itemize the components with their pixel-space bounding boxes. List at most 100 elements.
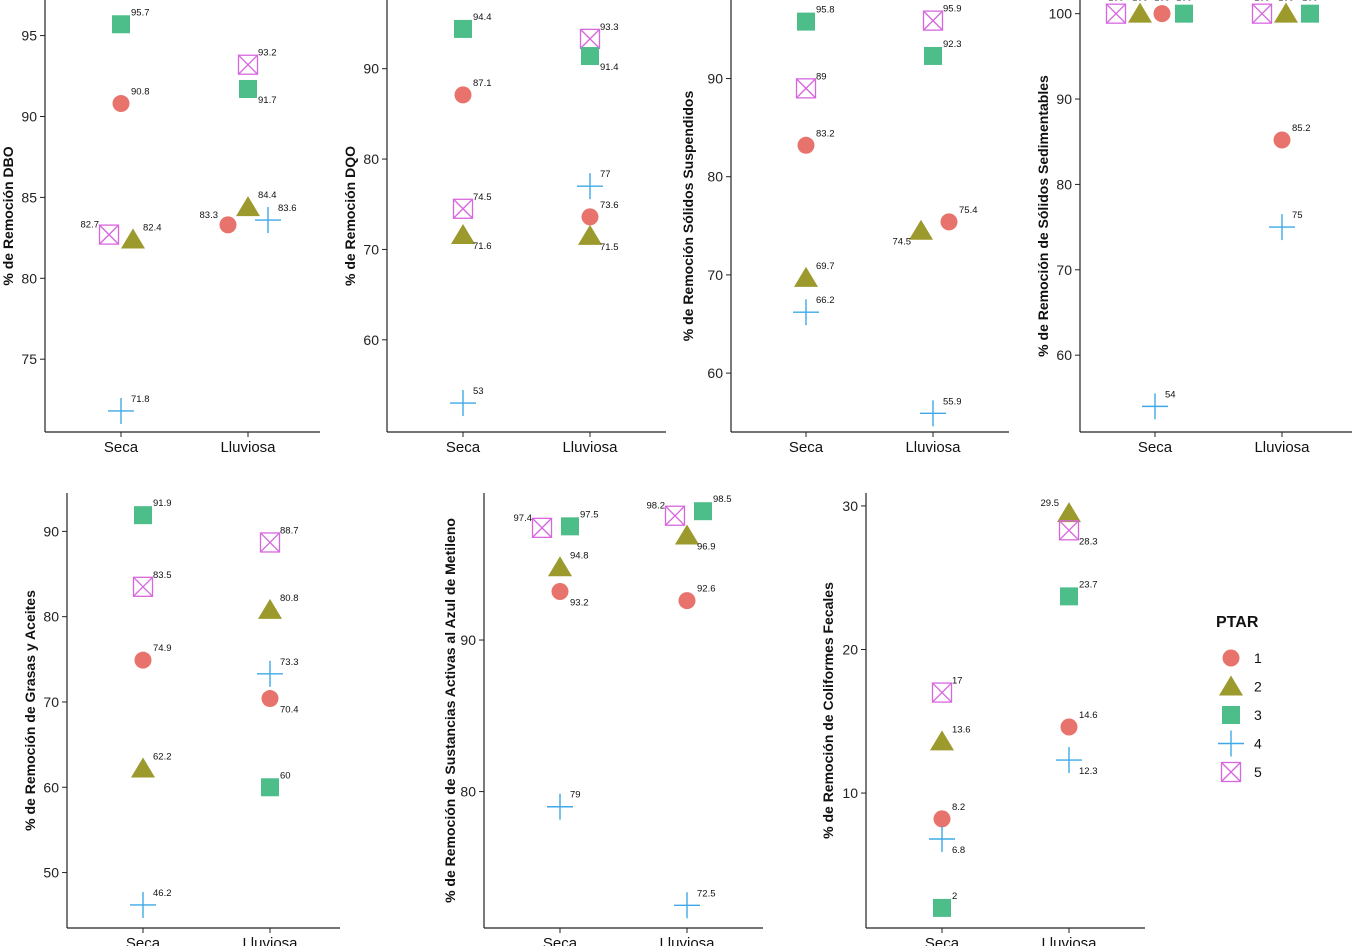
y-axis-title: % de Remoción de Sólidos Sedimentables	[1035, 75, 1051, 357]
data-point-ptar-5	[132, 576, 154, 597]
data-point-ptar-4	[130, 891, 156, 918]
data-label: 71.8	[131, 394, 150, 405]
y-tick-label: 60	[707, 365, 723, 381]
legend-item-5: 5	[1220, 761, 1262, 783]
x-category-label: Lluviosa	[562, 439, 618, 456]
data-label: 79	[570, 790, 581, 801]
legend-key-square	[1222, 706, 1240, 724]
data-label: 83.6	[278, 203, 297, 214]
y-tick-label: 80	[460, 784, 476, 800]
legend-label: 3	[1254, 707, 1262, 723]
y-tick-label: 80	[43, 609, 59, 625]
data-point-ptar-4	[674, 892, 700, 919]
data-label: 83.2	[816, 128, 835, 139]
y-tick-label: 70	[43, 694, 59, 710]
data-label: 100	[1278, 0, 1294, 4]
data-label: 46.2	[153, 888, 172, 899]
y-tick-label: 90	[707, 71, 723, 87]
y-tick-label: 70	[1056, 262, 1072, 278]
data-point-ptar-3	[239, 79, 257, 98]
data-point-ptar-3	[581, 47, 599, 66]
data-point-ptar-4	[450, 390, 476, 417]
data-point-ptar-2	[930, 730, 954, 751]
data-label: 95.7	[131, 7, 150, 18]
data-point-ptar-1	[933, 810, 951, 828]
data-label: 29.5	[1041, 498, 1060, 509]
data-label: 28.3	[1079, 536, 1098, 547]
data-point-ptar-1	[551, 583, 569, 601]
data-point-ptar-5	[922, 10, 944, 31]
data-point-ptar-2	[121, 228, 145, 249]
data-label: 88.7	[280, 525, 299, 536]
y-tick-label: 90	[363, 61, 379, 77]
data-point-ptar-5	[664, 505, 686, 526]
data-label: 91.7	[258, 95, 277, 106]
data-point-ptar-1	[1273, 131, 1291, 149]
data-label: 83.5	[153, 570, 172, 581]
data-label: 91.4	[600, 62, 619, 73]
data-point-ptar-2	[794, 266, 818, 287]
x-category-label: Lluviosa	[659, 935, 715, 946]
data-label: 100	[1302, 0, 1318, 4]
y-tick-label: 80	[363, 151, 379, 167]
data-point-ptar-1	[112, 95, 130, 113]
data-point-ptar-4	[793, 299, 819, 326]
data-label: 87.1	[473, 78, 492, 89]
data-label: 90.8	[131, 87, 150, 98]
data-point-ptar-4	[257, 660, 283, 687]
data-point-ptar-5	[795, 78, 817, 99]
x-category-label: Seca	[446, 439, 481, 456]
data-label: 73.3	[280, 657, 299, 668]
legend-title: PTAR	[1216, 614, 1259, 631]
x-category-label: Lluviosa	[220, 439, 276, 456]
data-point-ptar-1	[678, 592, 696, 610]
legend: PTAR 1 2 3 4 5	[1216, 614, 1262, 783]
x-category-label: Seca	[1138, 439, 1173, 456]
legend-item-1: 1	[1222, 649, 1262, 667]
data-label: 70.4	[280, 705, 299, 716]
legend-label: 1	[1254, 650, 1262, 666]
data-point-ptar-1	[940, 213, 958, 231]
chart-panel-5: 50 60 70 80 90 Seca Lluviosa % de Remoción de G…	[22, 493, 340, 946]
data-point-ptar-5	[237, 54, 259, 75]
x-category-label: Seca	[543, 935, 578, 946]
data-label: 73.6	[600, 200, 619, 211]
y-axis-title: % de Remoción DBO	[0, 146, 16, 285]
data-label: 80.8	[280, 593, 299, 604]
data-label: 74.5	[893, 237, 912, 248]
data-label: 54	[1165, 389, 1176, 400]
data-point-ptar-2	[1057, 502, 1081, 523]
data-label: 8.2	[952, 802, 965, 813]
data-point-ptar-2	[1128, 2, 1152, 23]
data-point-ptar-3	[694, 502, 712, 521]
data-label: 98.2	[647, 501, 666, 512]
data-point-ptar-3	[933, 898, 951, 917]
y-tick-label: 90	[1056, 91, 1072, 107]
data-point-ptar-4	[255, 207, 281, 234]
y-axis-title: % de Remoción Sólidos Suspendidos	[680, 91, 696, 342]
legend-key-circle	[1222, 649, 1240, 667]
data-point-ptar-4	[108, 397, 134, 424]
y-axis-title: % de Remoción DQO	[342, 146, 358, 286]
legend-item-3: 3	[1222, 706, 1262, 724]
legend-label: 5	[1254, 764, 1262, 780]
y-tick-label: 95	[21, 28, 37, 44]
data-label: 75.4	[959, 205, 978, 216]
x-category-label: Lluviosa	[242, 935, 298, 946]
data-point-ptar-1	[134, 651, 152, 669]
data-label: 85.2	[1292, 123, 1311, 134]
data-label: 97.5	[580, 509, 599, 520]
data-label: 69.7	[816, 261, 835, 272]
chart-panel-7: 10 20 30 Seca Lluviosa % de Remoción de Colif…	[820, 493, 1145, 946]
data-point-ptar-3	[924, 46, 942, 65]
data-point-ptar-4	[1056, 747, 1082, 774]
data-label: 94.4	[473, 12, 492, 23]
data-label: 74.9	[153, 643, 172, 654]
data-label: 60	[280, 770, 291, 781]
data-label: 100	[1176, 0, 1192, 4]
y-tick-label: 60	[363, 332, 379, 348]
data-point-ptar-4	[920, 400, 946, 427]
data-label: 93.2	[258, 48, 277, 59]
legend-key-plus	[1218, 730, 1244, 757]
